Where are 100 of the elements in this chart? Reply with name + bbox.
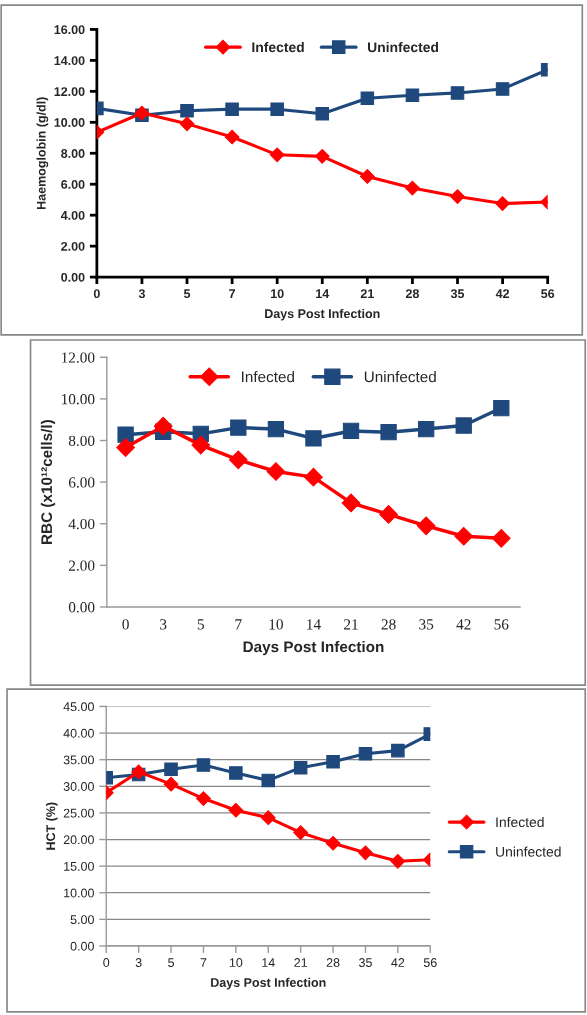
y-tick-label: 8.00	[61, 149, 85, 158]
x-tick-label: 42	[391, 958, 405, 967]
x-tick-label: 14	[307, 619, 321, 630]
point	[117, 426, 134, 443]
y-tick-label: 0.00	[70, 941, 94, 951]
x-tick-label: 35	[419, 619, 434, 630]
point	[153, 416, 173, 436]
x-axis-title: Days Post Infection	[243, 640, 384, 656]
x-tick-label: 5	[183, 289, 191, 299]
legend-label: Uninfected	[368, 41, 439, 53]
point	[179, 116, 195, 132]
x-axis-title: Days Post Infection	[265, 308, 380, 321]
point	[390, 853, 406, 869]
point	[391, 743, 405, 758]
y-tick-label: 30.00	[63, 782, 94, 791]
y-tick-label: 6.00	[61, 180, 85, 189]
y-tick-label: 12.00	[62, 352, 95, 363]
point	[228, 450, 248, 470]
point	[304, 467, 323, 487]
x-tick-label: 10	[229, 958, 243, 967]
point	[455, 417, 472, 434]
x-tick-label: 3	[160, 619, 167, 630]
y-tick-label: 15.00	[64, 861, 94, 871]
y-axis-title: RBC (x10¹²cells/l)	[40, 420, 56, 544]
point	[314, 148, 330, 164]
y-tick-label: 40.00	[63, 728, 94, 738]
point	[191, 435, 211, 455]
x-tick-label: 3	[138, 289, 145, 299]
point	[229, 766, 243, 780]
point	[495, 82, 510, 96]
point	[325, 835, 341, 851]
x-tick-label: 14	[316, 289, 330, 298]
x-tick-label: 10	[271, 289, 284, 299]
y-tick-label: 5.00	[70, 915, 94, 925]
point	[454, 526, 474, 546]
x-axis-title: Days Post Infection	[211, 977, 326, 990]
x-tick-label: 21	[360, 289, 374, 298]
point	[358, 845, 373, 861]
point	[116, 438, 135, 457]
y-tick-label: 4.00	[68, 518, 95, 530]
x-tick-label: 42	[495, 289, 510, 298]
point	[164, 762, 178, 777]
y-tick-label: 12.00	[54, 87, 85, 96]
point	[359, 169, 375, 184]
point	[266, 462, 286, 481]
point	[405, 180, 420, 196]
point	[293, 825, 309, 840]
y-tick-label: 45.00	[63, 702, 94, 712]
point	[341, 493, 361, 513]
point	[180, 103, 194, 118]
y-tick-label: 2.00	[61, 241, 85, 251]
x-tick-label: 56	[494, 619, 509, 630]
y-tick-label: 25.00	[63, 808, 94, 818]
y-tick-label: 16.00	[54, 25, 85, 35]
x-tick-label: 28	[326, 958, 340, 967]
y-tick-label: 0.00	[68, 602, 95, 613]
x-tick-label: 3	[135, 958, 142, 967]
point	[305, 430, 322, 447]
x-tick-label: 0	[103, 958, 110, 967]
point	[491, 528, 511, 548]
legend-label: Infected	[242, 371, 294, 383]
x-tick-label: 35	[450, 289, 465, 299]
y-tick-label: 35.00	[63, 755, 94, 765]
x-tick-label: 10	[269, 619, 283, 630]
x-tick-label: 28	[381, 619, 396, 630]
point	[261, 773, 276, 788]
x-tick-label: 14	[262, 958, 275, 967]
point	[260, 810, 276, 826]
y-tick-label: 0.00	[61, 272, 85, 282]
legend-label: Infected	[496, 816, 544, 828]
x-tick-label: 0	[122, 619, 129, 630]
point	[405, 88, 420, 102]
x-tick-label: 56	[541, 289, 555, 299]
x-tick-label: 7	[200, 958, 207, 967]
x-tick-label: 21	[344, 619, 358, 630]
point	[315, 107, 330, 121]
point	[293, 760, 308, 775]
point	[379, 505, 398, 524]
y-tick-label: 10.00	[62, 394, 95, 405]
point	[380, 424, 397, 441]
y-axis-title: HCT (%)	[45, 802, 58, 850]
point	[224, 129, 240, 145]
point	[269, 147, 285, 163]
x-tick-label: 35	[358, 958, 372, 967]
x-tick-label: 42	[456, 619, 471, 630]
point	[196, 758, 211, 772]
y-tick-label: 2.00	[68, 560, 95, 571]
point	[267, 420, 285, 438]
legend-label: Infected	[252, 41, 304, 53]
y-tick-label: 20.00	[63, 835, 94, 845]
x-tick-label: 5	[197, 619, 204, 630]
x-tick-label: 0	[93, 289, 100, 299]
y-axis-title: Haemoglobin (g/dl)	[36, 97, 49, 210]
point	[416, 516, 436, 536]
y-tick-label: 14.00	[54, 56, 85, 66]
legend-label: Uninfected	[496, 846, 561, 857]
x-tick-label: 56	[423, 958, 437, 967]
point	[450, 86, 465, 100]
point	[228, 802, 244, 818]
x-tick-label: 7	[229, 289, 236, 298]
